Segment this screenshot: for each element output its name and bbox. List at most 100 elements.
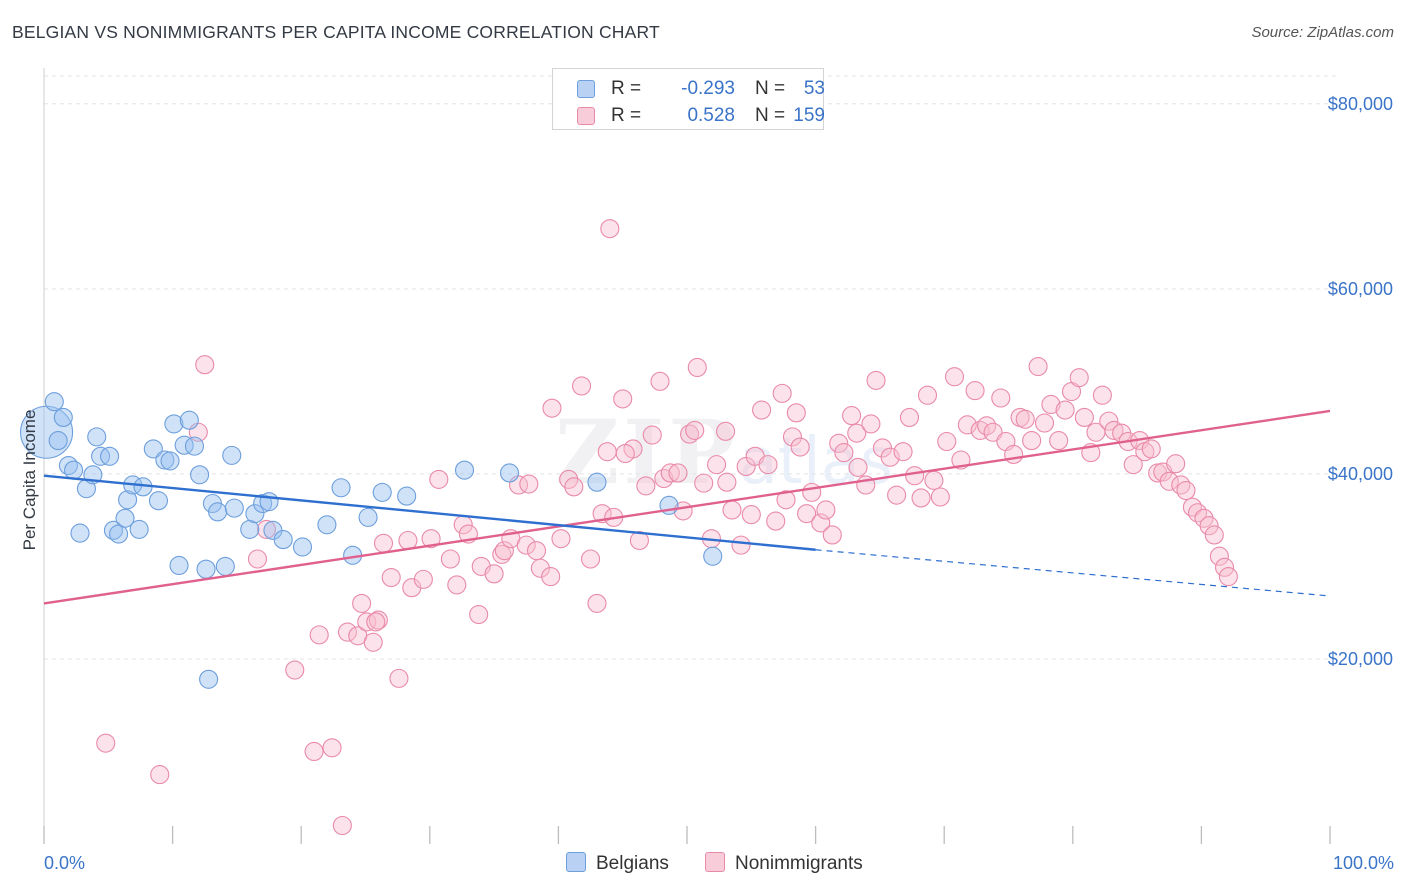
nonimmigrant-point: [1141, 439, 1161, 459]
belgian-point: [103, 520, 123, 540]
nonimmigrant-point: [580, 549, 601, 569]
belgian-point: [48, 431, 68, 451]
nonimmigrant-point: [96, 733, 116, 753]
belgian-point: [53, 407, 73, 427]
correlation-legend: R = -0.293 N = 53 R = 0.528 N = 159: [552, 68, 825, 130]
nonimmigrant-point: [304, 741, 324, 762]
nonimmigrant-point: [389, 668, 409, 688]
nonimmigrants-trend-line: [43, 409, 1331, 605]
nonimmigrant-point: [847, 423, 867, 443]
legend-swatch-belgians: [577, 80, 595, 98]
legend-swatch-nonimmigrants: [577, 107, 595, 125]
nonimmigrant-point: [494, 541, 514, 561]
nonimmigrant-point: [597, 442, 617, 462]
nonimmigrant-point: [642, 425, 662, 445]
nonimmigrant-point: [373, 533, 394, 553]
nonimmigrant-point: [285, 660, 305, 680]
nonimmigrant-point: [366, 612, 386, 632]
nonimmigrant-point: [337, 622, 358, 642]
nonimmigrant-point: [613, 389, 633, 409]
nonimmigrant-point: [687, 357, 707, 378]
watermark-atlas: atlas: [738, 425, 894, 499]
nonimmigrant-point: [766, 511, 786, 531]
nonimmigrant-point: [802, 482, 822, 502]
nonimmigrant-point: [911, 488, 931, 508]
nonimmigrant-point: [256, 519, 277, 539]
nonimmigrant-point: [1074, 407, 1094, 427]
x-tick-label: 0.0%: [44, 853, 85, 873]
nonimmigrant-point: [1171, 475, 1191, 495]
belgian-point: [70, 523, 90, 543]
nonimmigrant-point: [650, 371, 670, 391]
nonimmigrant-point: [660, 463, 680, 483]
belgian-point: [160, 451, 180, 471]
legend-n-label: N =: [755, 105, 786, 126]
nonimmigrant-point: [629, 530, 649, 551]
source-credit: Source: ZipAtlas.com: [1251, 24, 1394, 41]
nonimmigrant-point: [309, 625, 329, 645]
belgian-point: [64, 460, 84, 480]
nonimmigrant-point: [484, 564, 504, 584]
nonimmigrant-point: [694, 473, 714, 493]
belgian-point: [587, 472, 607, 492]
nonimmigrant-point: [957, 415, 977, 435]
belgian-point: [164, 414, 184, 434]
nonimmigrant-point: [600, 219, 620, 239]
nonimmigrant-point: [413, 569, 433, 589]
nonimmigrant-point: [816, 500, 836, 520]
nonimmigrant-point: [381, 567, 401, 588]
belgian-point: [273, 530, 293, 550]
legend-label-belgians: Belgians: [596, 853, 669, 874]
belgian-point: [215, 556, 235, 576]
belgian-point: [397, 486, 417, 506]
nonimmigrant-point: [526, 541, 547, 561]
nonimmigrant-point: [924, 470, 944, 490]
belgian-point: [115, 508, 135, 528]
nonimmigrant-point: [772, 383, 792, 403]
legend-r-value-nonimmigrants: 0.528: [687, 105, 735, 126]
nonimmigrant-point: [1022, 431, 1042, 451]
nonimmigrant-point: [150, 765, 170, 785]
belgian-point: [143, 439, 163, 459]
belgian-point: [703, 546, 723, 566]
nonimmigrant-point: [752, 400, 772, 420]
nonimmigrant-point: [1159, 471, 1179, 491]
belgian-point: [174, 435, 194, 455]
legend-r-value-belgians: -0.293: [681, 78, 735, 99]
nonimmigrant-point: [551, 529, 571, 549]
nonimmigrant-point: [716, 421, 736, 441]
chart-title: BELGIAN VS NONIMMIGRANTS PER CAPITA INCO…: [12, 22, 660, 42]
nonimmigrant-point: [571, 376, 592, 396]
legend-n-label: N =: [755, 78, 786, 99]
nonimmigrant-point: [1218, 567, 1238, 587]
nonimmigrant-point: [195, 355, 215, 375]
x-tick-label: 100.0%: [1333, 853, 1394, 873]
nonimmigrant-point: [1049, 431, 1069, 451]
nonimmigrant-point: [492, 544, 512, 564]
legend-item-belgians[interactable]: Belgians: [566, 852, 669, 875]
nonimmigrant-point: [1209, 546, 1229, 566]
nonimmigrant-point: [440, 549, 460, 569]
nonimmigrant-point: [516, 535, 536, 555]
legend-swatch-belgians: [566, 852, 586, 872]
legend-n-value-belgians: 53: [803, 78, 825, 99]
nonimmigrant-point: [1104, 420, 1124, 440]
belgian-point: [199, 669, 219, 689]
belgian-point: [208, 502, 228, 522]
belgian-point: [372, 482, 392, 502]
nonimmigrant-point: [352, 593, 372, 613]
legend-item-nonimmigrants[interactable]: Nonimmigrants: [705, 852, 863, 875]
nonimmigrant-point: [332, 815, 352, 836]
nonimmigrant-point: [519, 474, 539, 494]
nonimmigrant-point: [880, 447, 900, 467]
nonimmigrant-point: [429, 469, 449, 489]
nonimmigrant-point: [861, 414, 881, 434]
nonimmigrant-point: [707, 455, 727, 475]
nonimmigrant-point: [1214, 557, 1235, 577]
belgian-point: [224, 498, 244, 518]
nonimmigrant-point: [615, 443, 635, 464]
nonimmigrant-point: [564, 477, 584, 497]
belgian-point: [190, 465, 210, 485]
nonimmigrant-point: [905, 466, 925, 486]
nonimmigrant-point: [722, 500, 742, 520]
